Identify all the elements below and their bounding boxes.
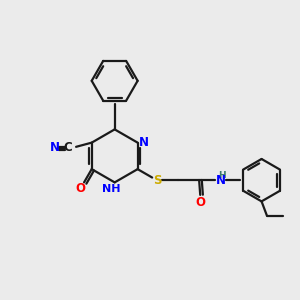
Text: NH: NH xyxy=(102,184,120,194)
Text: N: N xyxy=(139,136,148,148)
Text: N: N xyxy=(50,141,59,154)
Text: H: H xyxy=(218,171,225,180)
Text: N: N xyxy=(216,174,226,187)
Text: O: O xyxy=(196,196,206,209)
Text: O: O xyxy=(76,182,86,195)
Text: C: C xyxy=(64,141,72,154)
Text: S: S xyxy=(153,174,162,187)
